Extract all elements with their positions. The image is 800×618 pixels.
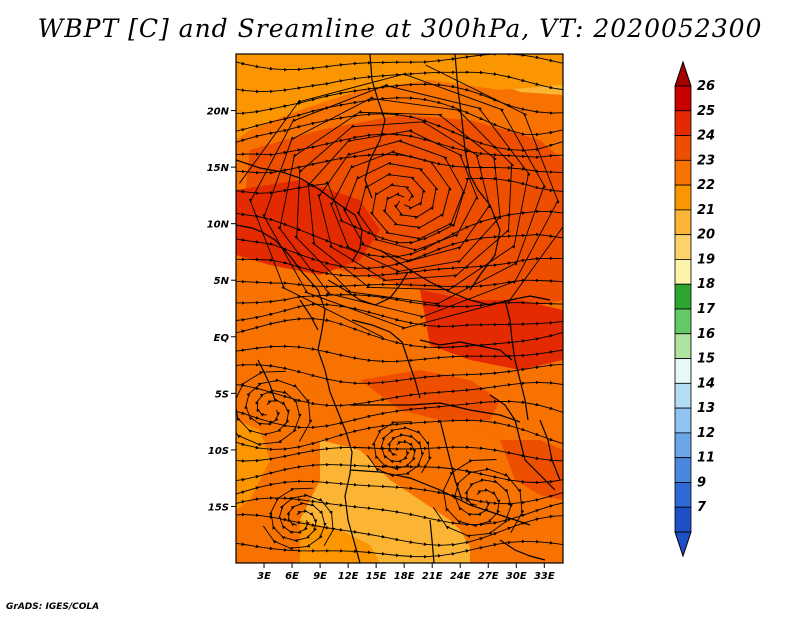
streamline-zonal-14 — [236, 316, 563, 350]
x-tick-label: 6E — [285, 571, 299, 582]
x-tick-label: 3E — [257, 571, 271, 582]
colorbar-top-arrow — [674, 60, 692, 87]
streamline-curl-0-2 — [236, 370, 290, 437]
x-tick-label: 12E — [338, 571, 359, 582]
colorbar-segment — [674, 159, 692, 186]
y-tick-label: 10N — [207, 220, 230, 231]
x-tick-label: 9E — [313, 571, 327, 582]
x-tick-label: 30E — [506, 571, 527, 582]
colorbar-segment — [674, 110, 692, 136]
map-frame — [235, 53, 564, 564]
grads-credit: GrADS: IGES/COLA — [6, 602, 100, 612]
streamline-zonal-10 — [236, 256, 563, 278]
country-borders — [236, 54, 561, 563]
colorbar-segment — [674, 506, 692, 533]
colorbar-segment — [674, 234, 692, 260]
colorbar-label: 26 — [697, 79, 715, 94]
x-tick-label: 24E — [450, 571, 471, 582]
colorbar-label: 23 — [697, 153, 715, 168]
colorbar-segment — [674, 85, 692, 112]
streamline-zonal-6 — [236, 152, 563, 175]
colorbar-segment — [674, 358, 692, 384]
x-axis: 3E 6E 9E 12E 15E 18E 21E 24E 27E 30E 33E — [257, 563, 555, 582]
y-tick-label: 15S — [208, 502, 229, 513]
colorbar-bottom-arrow — [674, 531, 692, 558]
colorbar-segment — [674, 382, 692, 409]
y-tick-label: 10S — [208, 446, 229, 457]
colorbar-segment — [674, 135, 692, 161]
colorbar-segment — [674, 432, 692, 459]
x-tick-label: 21E — [422, 571, 443, 582]
colorbar-segment — [674, 308, 692, 335]
x-tick-label: 33E — [534, 571, 555, 582]
colorbar-label: 25 — [697, 104, 715, 119]
colorbar-label: 12 — [697, 426, 715, 441]
y-tick-label: 5N — [214, 276, 230, 287]
colorbar-segment — [674, 457, 692, 483]
colorbar-label: 22 — [697, 178, 715, 193]
map-area — [236, 54, 563, 563]
colorbar-segment — [674, 209, 692, 236]
x-tick-label: 18E — [394, 571, 415, 582]
streamline-zonal-16 — [236, 362, 563, 386]
colorbar-label: 13 — [697, 401, 715, 416]
streamline-curl-2-2 — [441, 459, 501, 528]
colorbar-segment — [674, 333, 692, 359]
colorbar-segment — [674, 259, 692, 285]
streamlines — [236, 54, 563, 559]
colorbar-segment — [674, 283, 692, 310]
colorbar: 26 25 24 23 22 21 20 19 18 17 16 15 14 13 12 11 9 7 — [674, 60, 716, 558]
colorbar-label: 20 — [697, 228, 715, 243]
streamline-zonal-0 — [236, 54, 563, 72]
y-tick-label: 20N — [207, 107, 230, 118]
colorbar-label: 9 — [697, 475, 706, 490]
colorbar-label: 21 — [697, 203, 715, 218]
colorbar-segment — [674, 482, 692, 508]
colorbar-label: 24 — [697, 129, 715, 144]
colorbar-label: 17 — [697, 302, 716, 317]
colorbar-label: 18 — [697, 277, 715, 292]
chart-title: WBPT [C] and Sreamline at 300hPa, VT: 20… — [37, 14, 763, 43]
y-tick-label: 5S — [215, 389, 229, 400]
y-axis: 20N 15N 10N 5N EQ 5S 10S 15S — [207, 107, 236, 513]
colorbar-label: 15 — [697, 352, 715, 367]
colorbar-segment — [674, 407, 692, 434]
y-tick-label: 15N — [207, 163, 230, 174]
colorbar-label: 19 — [697, 252, 715, 267]
colorbar-label: 16 — [697, 327, 715, 342]
streamline-zonal-11 — [236, 278, 563, 289]
x-tick-label: 15E — [366, 571, 387, 582]
x-tick-label: 27E — [478, 571, 499, 582]
streamline-curl-1-2 — [268, 487, 318, 543]
colorbar-label: 7 — [697, 500, 707, 515]
streamline-curl-3-2 — [371, 421, 417, 471]
colorbar-label: 11 — [697, 451, 715, 466]
colorbar-segment — [674, 184, 692, 211]
streamline-zonal-15 — [236, 344, 563, 364]
y-tick-label: EQ — [214, 333, 230, 344]
colorbar-label: 14 — [697, 376, 715, 391]
